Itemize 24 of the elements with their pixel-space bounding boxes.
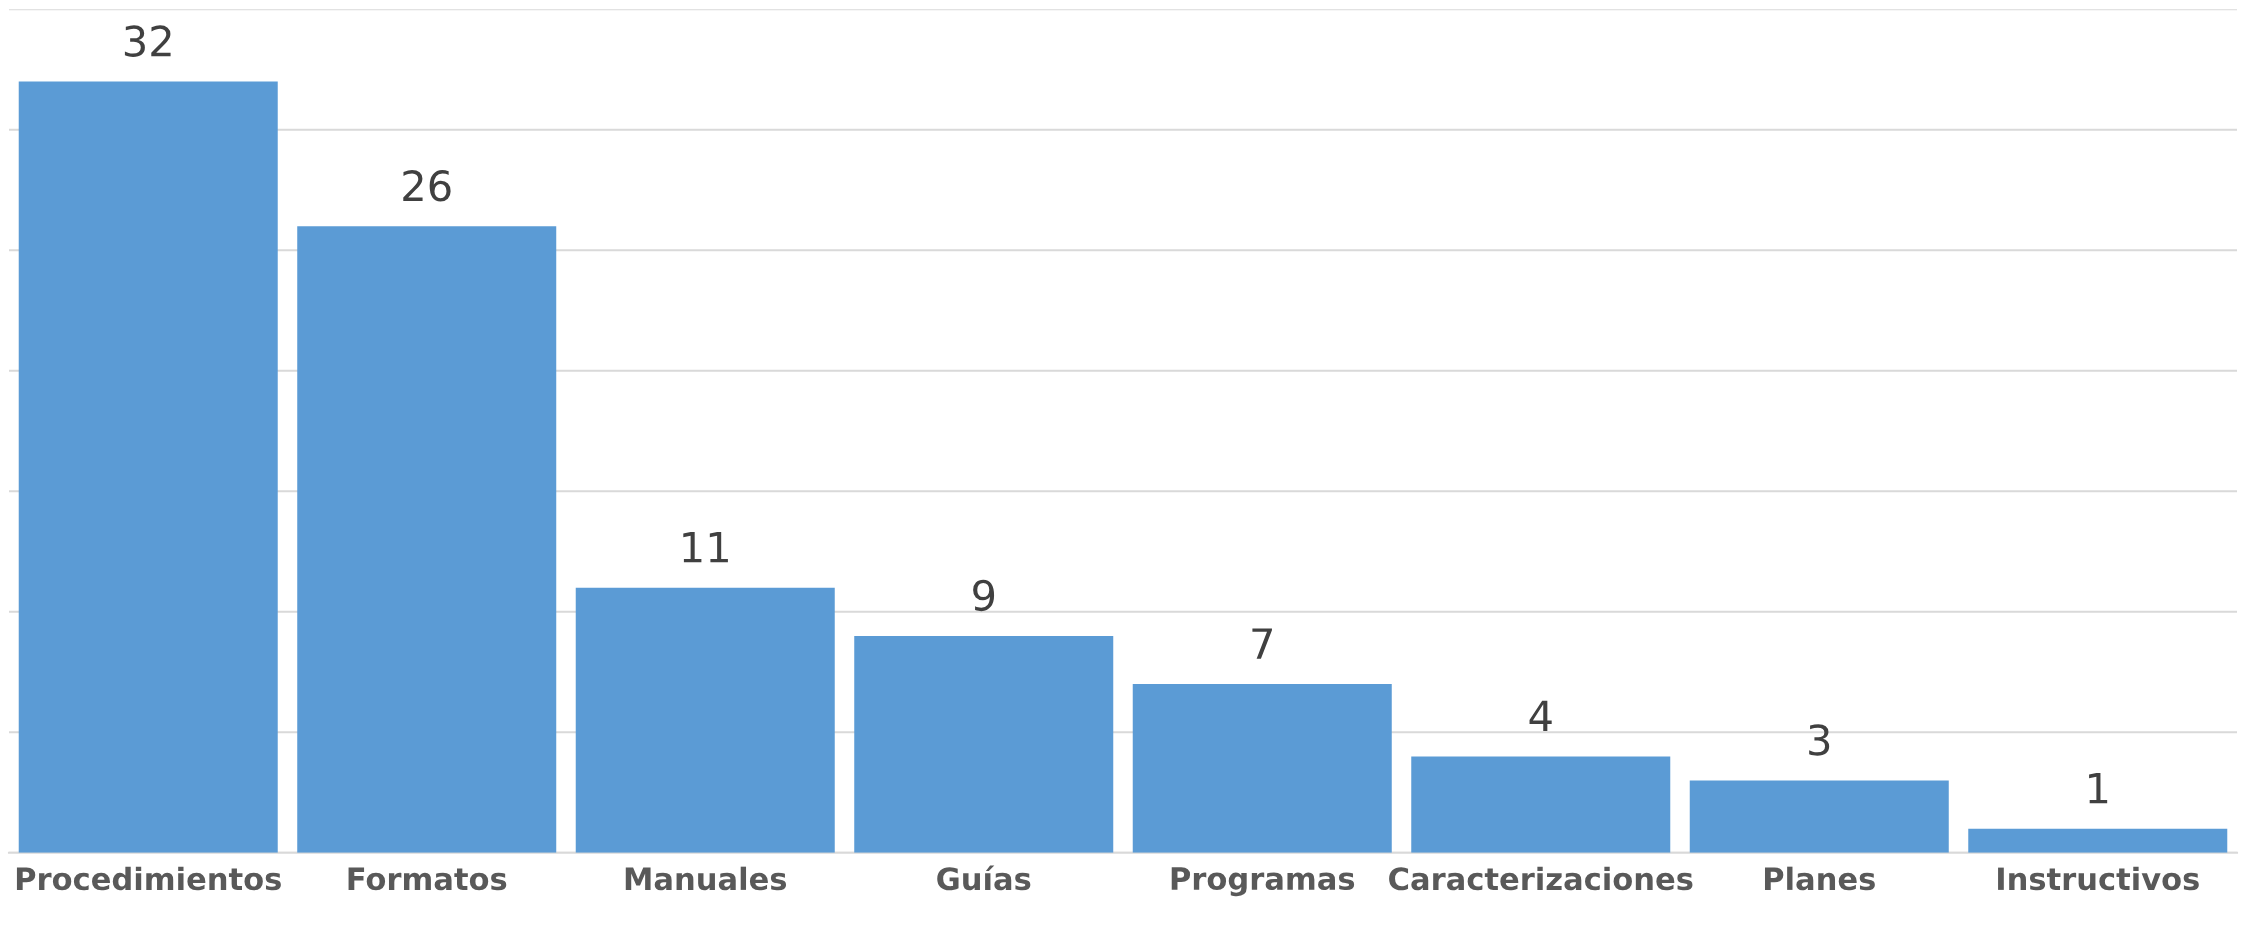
data-label: 9 bbox=[973, 579, 995, 612]
x-tick-label: Manuales bbox=[625, 866, 787, 891]
x-tick-label: Procedimientos bbox=[16, 866, 281, 891]
bar bbox=[1132, 684, 1392, 853]
bar bbox=[18, 81, 278, 853]
data-label: 26 bbox=[403, 169, 451, 202]
bar bbox=[575, 587, 835, 853]
bar bbox=[1411, 756, 1671, 853]
data-label: 4 bbox=[1529, 700, 1552, 732]
x-tick-label: Caracterizaciones bbox=[1389, 866, 1693, 891]
data-label: 32 bbox=[124, 25, 171, 57]
data-label: 7 bbox=[1252, 628, 1272, 659]
x-tick-label: Instructivos bbox=[1998, 866, 2199, 891]
bar bbox=[1968, 828, 2228, 853]
bar bbox=[297, 226, 557, 853]
bar bbox=[854, 635, 1114, 853]
x-tick-label: Programas bbox=[1171, 867, 1355, 897]
data-label: 11 bbox=[683, 531, 728, 563]
x-tick-label: Guías bbox=[937, 865, 1031, 891]
bar bbox=[1689, 780, 1949, 853]
x-tick-label: Planes bbox=[1764, 866, 1875, 891]
x-tick-label: Formatos bbox=[348, 867, 507, 891]
data-label: 1 bbox=[2089, 772, 2108, 804]
data-label: 3 bbox=[1809, 724, 1830, 756]
